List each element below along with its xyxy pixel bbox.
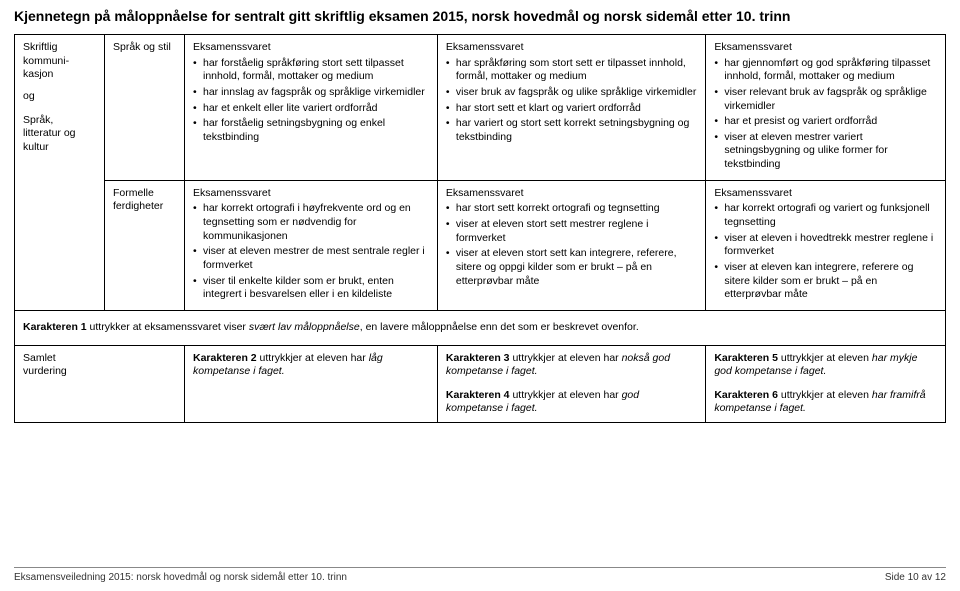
grade-56-cell: Karakteren 5 uttrykkjer at eleven har my… [706, 345, 946, 423]
list-item: har korrekt ortografi i høyfrekvente ord… [193, 202, 429, 243]
cat-line: Formelle [113, 187, 176, 201]
bullet-list: har korrekt ortografi og variert og funk… [714, 202, 937, 301]
samlet-vurdering-label: Samlet vurdering [15, 345, 185, 423]
list-item: har språkføring som stort sett er tilpas… [446, 57, 697, 84]
grade-text: uttrykkjer at eleven har [510, 389, 622, 401]
list-item: viser relevant bruk av fagspråk og språk… [714, 86, 937, 113]
area-line: kommuni- [23, 55, 96, 69]
grade-label: Karakteren 5 [714, 352, 778, 364]
cell-r1c2: Eksamenssvaret har språkføring som stort… [437, 35, 705, 181]
area-line: kultur [23, 141, 96, 155]
area-line: kasjon [23, 68, 96, 82]
competence-area: Skriftlig kommuni- kasjon og Språk, litt… [15, 35, 105, 311]
note-italic: svært lav måloppnåelse [249, 321, 360, 333]
list-item: har stort sett korrekt ortografi og tegn… [446, 202, 697, 216]
grade-text: uttrykkjer at eleven har [510, 352, 622, 364]
grade-text: uttrykkjer at eleven [778, 389, 872, 401]
grade-label: Karakteren 6 [714, 389, 778, 401]
note-bold: Karakteren 1 [23, 321, 87, 333]
list-item: har korrekt ortografi og variert og funk… [714, 202, 937, 229]
list-item: viser at eleven mestrer variert setnings… [714, 131, 937, 172]
cell-r1c1: Eksamenssvaret har forståelig språkførin… [185, 35, 438, 181]
bullet-list: har gjennomført og god språkføring tilpa… [714, 57, 937, 172]
area-line: Skriftlig [23, 41, 96, 55]
grade-label: Karakteren 3 [446, 352, 510, 364]
samlet-line: Samlet [23, 352, 176, 366]
category-row2: Formelle ferdigheter [105, 180, 185, 310]
cell-header: Eksamenssvaret [446, 41, 697, 55]
note-text: uttrykker at eksamenssvaret viser [87, 321, 249, 333]
cell-header: Eksamenssvaret [714, 187, 937, 201]
list-item: har forståelig setningsbygning og enkel … [193, 117, 429, 144]
cell-r1c3: Eksamenssvaret har gjennomført og god sp… [706, 35, 946, 181]
bullet-list: har korrekt ortografi i høyfrekvente ord… [193, 202, 429, 301]
grade-text: uttrykkjer at eleven har [257, 352, 369, 364]
page-footer: Eksamensveiledning 2015: norsk hovedmål … [14, 567, 946, 583]
page-title: Kjennetegn på måloppnåelse for sentralt … [0, 0, 960, 34]
cell-r2c2: Eksamenssvaret har stort sett korrekt or… [437, 180, 705, 310]
area-line: litteratur og [23, 127, 96, 141]
list-item: har gjennomført og god språkføring tilpa… [714, 57, 937, 84]
list-item: har et presist og variert ordforråd [714, 115, 937, 129]
bullet-list: har forståelig språkføring stort sett ti… [193, 57, 429, 145]
list-item: viser at eleven mestrer de mest sentrale… [193, 245, 429, 272]
bullet-list: har språkføring som stort sett er tilpas… [446, 57, 697, 145]
grade-label: Karakteren 2 [193, 352, 257, 364]
list-item: har variert og stort sett korrekt setnin… [446, 117, 697, 144]
list-item: har stort sett et klart og variert ordfo… [446, 102, 697, 116]
area-line: og [23, 90, 96, 104]
list-item: har innslag av fagspråk og språklige vir… [193, 86, 429, 100]
cell-header: Eksamenssvaret [446, 187, 697, 201]
note-row: Karakteren 1 uttrykker at eksamenssvaret… [15, 310, 946, 345]
footer-left: Eksamensveiledning 2015: norsk hovedmål … [14, 572, 347, 583]
cell-header: Eksamenssvaret [193, 41, 429, 55]
note-text: , en lavere måloppnåelse enn det som er … [360, 321, 639, 333]
list-item: viser at eleven i hovedtrekk mestrer reg… [714, 232, 937, 259]
area-line: Språk, [23, 114, 96, 128]
grade-34-cell: Karakteren 3 uttrykkjer at eleven har no… [437, 345, 705, 423]
list-item: har forståelig språkføring stort sett ti… [193, 57, 429, 84]
cat-line: ferdigheter [113, 200, 176, 214]
list-item: viser bruk av fagspråk og ulike språklig… [446, 86, 697, 100]
list-item: viser at eleven kan integrere, referere … [714, 261, 937, 302]
list-item: har et enkelt eller lite variert ordforr… [193, 102, 429, 116]
rubric-table: Skriftlig kommuni- kasjon og Språk, litt… [14, 34, 946, 423]
list-item: viser at eleven stort sett kan integrere… [446, 247, 697, 288]
category-row1: Språk og stil [105, 35, 185, 181]
grade-label: Karakteren 4 [446, 389, 510, 401]
list-item: viser at eleven stort sett mestrer regle… [446, 218, 697, 245]
grade-text: uttrykkjer at eleven [778, 352, 872, 364]
samlet-line: vurdering [23, 365, 176, 379]
cell-header: Eksamenssvaret [193, 187, 429, 201]
footer-right: Side 10 av 12 [885, 572, 946, 583]
cell-header: Eksamenssvaret [714, 41, 937, 55]
cell-r2c3: Eksamenssvaret har korrekt ortografi og … [706, 180, 946, 310]
cell-r2c1: Eksamenssvaret har korrekt ortografi i h… [185, 180, 438, 310]
list-item: viser til enkelte kilder som er brukt, e… [193, 275, 429, 302]
bullet-list: har stort sett korrekt ortografi og tegn… [446, 202, 697, 288]
grade-2-cell: Karakteren 2 uttrykkjer at eleven har lå… [185, 345, 438, 423]
